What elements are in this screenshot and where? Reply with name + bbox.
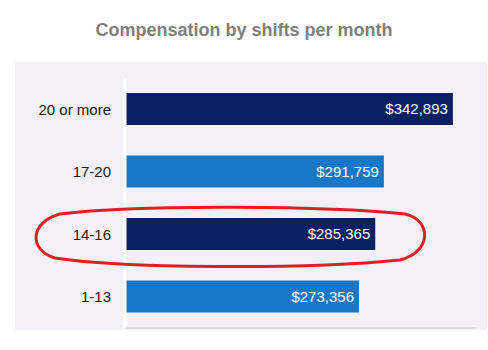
svg-text:$285,365: $285,365 [308,225,371,242]
svg-text:1-13: 1-13 [81,288,111,305]
svg-text:20 or more: 20 or more [38,101,111,118]
html-text:Compensation by shifts per mon: Compensation by shifts per month [95,20,393,40]
svg-text:14-16: 14-16 [73,226,111,243]
svg-text:17-20: 17-20 [73,163,111,180]
svg-text:$342,893: $342,893 [385,100,448,117]
svg-text:$273,356: $273,356 [291,288,354,305]
svg-text:$291,759: $291,759 [316,163,379,180]
